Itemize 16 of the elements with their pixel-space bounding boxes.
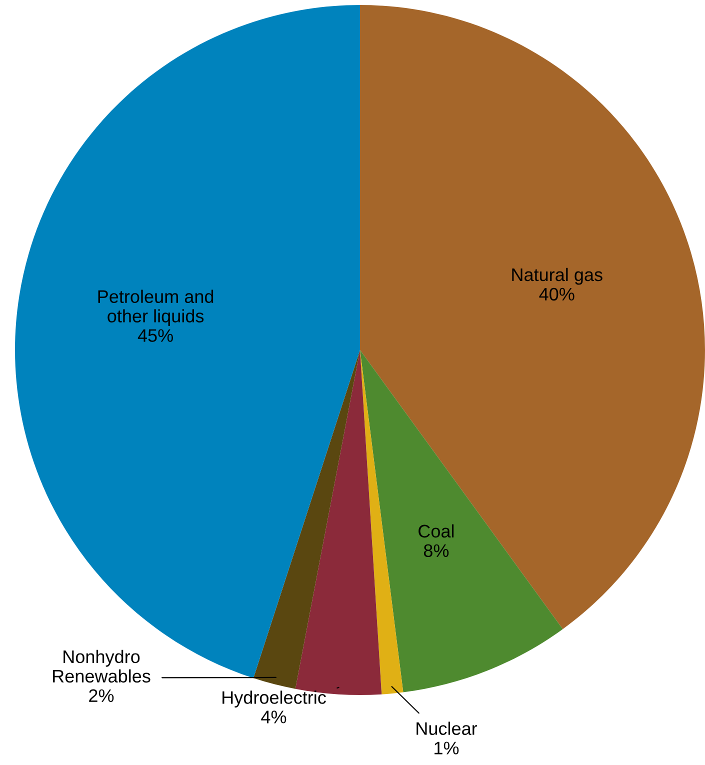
pie-slice [360,5,705,630]
data-label: 8% [424,544,449,558]
slice-label: Hydroelectric [222,690,326,708]
slice-label: Nuclear [416,722,478,735]
pie-slice [360,350,563,692]
slice-label: Petroleum and other liquids [98,290,214,326]
pie-slice [360,350,404,694]
slice-label: Coal [418,524,454,538]
data-label: 40% [539,288,574,301]
pie-slice [253,350,360,689]
data-label: 45% [138,329,173,342]
slice-label: Nonhydro Renewables [53,650,150,683]
data-label: 2% [89,689,114,702]
data-label: 4% [261,710,286,724]
data-label: 1% [434,742,459,754]
slice-label: Natural gas [512,268,602,285]
